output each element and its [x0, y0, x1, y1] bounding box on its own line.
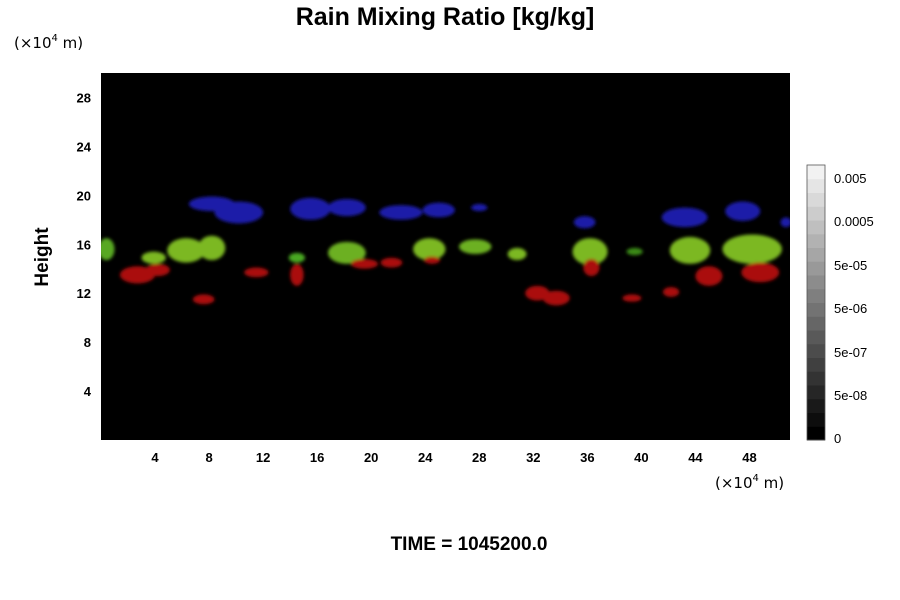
x-tick-label: 20 [364, 450, 378, 465]
y-tick-label: 20 [77, 188, 91, 203]
rain-feature-19 [507, 247, 527, 261]
y-tick-label: 4 [84, 384, 92, 399]
time-label: TIME = 1045200.0 [391, 534, 548, 555]
colorbar-segment [807, 371, 825, 386]
colorbar-segment [807, 220, 825, 235]
colorbar-tick-label: 5e-07 [834, 345, 867, 360]
x-tick-label: 48 [742, 450, 756, 465]
rain-feature-25 [145, 263, 170, 277]
colorbar-tick-label: 5e-08 [834, 388, 867, 403]
x-tick-label: 24 [418, 450, 433, 465]
rain-feature-34 [583, 258, 600, 277]
colorbar-segment [807, 165, 825, 180]
x-tick-label: 12 [256, 450, 270, 465]
rain-features [101, 196, 790, 306]
colorbar-segment [807, 385, 825, 400]
rain-feature-18 [459, 239, 492, 255]
colorbar-segment [807, 343, 825, 358]
colorbar-segment [807, 247, 825, 262]
rain-feature-17 [413, 238, 446, 261]
y-axis-ticks: 4 8 12 16 20 24 28 [77, 90, 92, 399]
rain-feature-28 [290, 263, 304, 286]
chart-title: Rain Mixing Ratio [kg/kg] [296, 3, 595, 31]
colorbar-tick-label: 0.005 [834, 171, 867, 186]
colorbar-segment [807, 275, 825, 290]
x-tick-label: 8 [205, 450, 212, 465]
y-tick-label: 24 [77, 139, 92, 154]
rain-feature-1 [214, 201, 264, 224]
rain-feature-6 [471, 203, 488, 212]
colorbar-tick-label: 0.0005 [834, 214, 874, 229]
rain-feature-13 [167, 238, 206, 263]
colorbar-segment [807, 330, 825, 345]
rain-feature-31 [423, 256, 441, 264]
rain-feature-35 [622, 294, 642, 302]
rain-feature-9 [725, 201, 761, 222]
rain-feature-2 [290, 197, 331, 220]
rain-feature-20 [572, 238, 608, 266]
rain-feature-5 [422, 202, 455, 218]
colorbar-segment [807, 357, 825, 372]
x-tick-label: 28 [472, 450, 486, 465]
colorbar-segment [807, 426, 825, 441]
y-tick-label: 8 [84, 335, 91, 350]
colorbar-tick-label: 5e-05 [834, 258, 867, 273]
colorbar-segment [807, 288, 825, 303]
x-tick-label: 36 [580, 450, 594, 465]
rain-feature-37 [695, 266, 723, 286]
colorbar-segment [807, 302, 825, 317]
rain-feature-3 [327, 199, 366, 217]
x-axis-ticks: 4 8 12 16 20 24 28 32 36 40 44 48 [151, 450, 756, 465]
y-axis-unit: (×104 m) [14, 33, 83, 52]
colorbar-segment [807, 316, 825, 331]
x-tick-label: 4 [151, 450, 159, 465]
rain-feature-29 [350, 258, 378, 269]
rain-feature-4 [379, 205, 423, 220]
rain-feature-16 [327, 241, 366, 264]
x-tick-label: 44 [688, 450, 703, 465]
rain-feature-14 [198, 235, 226, 261]
colorbar-segment [807, 206, 825, 221]
rain-feature-33 [542, 290, 570, 306]
y-tick-label: 16 [77, 237, 91, 252]
x-tick-label: 32 [526, 450, 540, 465]
colorbar-frame [806, 164, 826, 441]
colorbar-segment [807, 412, 825, 427]
rain-feature-23 [722, 234, 782, 264]
colorbar-segment [807, 233, 825, 248]
rain-feature-21 [626, 247, 643, 256]
rain-feature-27 [244, 267, 269, 278]
y-axis-label: Height [32, 227, 53, 287]
rain-feature-8 [661, 207, 708, 228]
colorbar-tick-label: 5e-06 [834, 301, 867, 316]
colorbar: 0 5e-08 5e-07 5e-06 5e-05 0.0005 0.005 [806, 164, 874, 446]
rain-feature-7 [573, 216, 596, 229]
rain-feature-22 [669, 236, 711, 264]
colorbar-segment [807, 261, 825, 276]
colorbar-tick-label: 0 [834, 431, 841, 446]
x-tick-label: 40 [634, 450, 648, 465]
x-tick-label: 16 [310, 450, 324, 465]
rain-feature-36 [663, 287, 680, 297]
rain-feature-38 [741, 262, 780, 283]
rain-feature-10 [780, 217, 790, 228]
rain-feature-15 [288, 252, 305, 263]
colorbar-segment [807, 398, 825, 413]
colorbar-segment [807, 178, 825, 193]
rain-feature-30 [380, 257, 403, 268]
y-tick-label: 12 [77, 286, 91, 301]
x-axis-unit: (×104 m) [715, 473, 784, 492]
rain-feature-12 [141, 251, 166, 264]
rain-feature-26 [192, 294, 215, 305]
colorbar-segment [807, 192, 825, 207]
y-tick-label: 28 [77, 90, 91, 105]
rain-feature-11 [101, 238, 115, 261]
